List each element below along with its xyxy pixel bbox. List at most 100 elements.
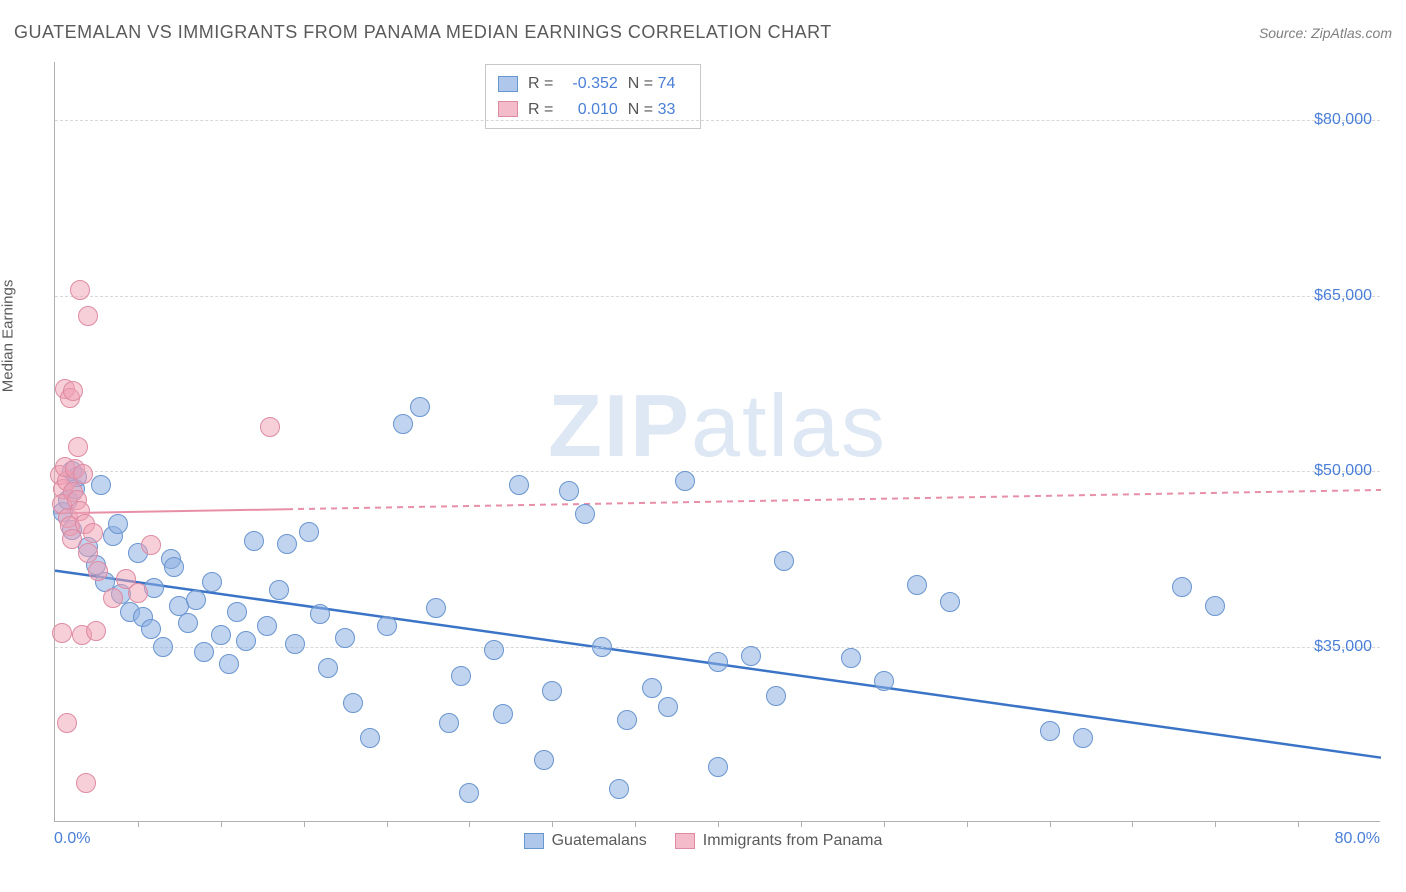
data-point-panama xyxy=(128,583,148,603)
data-point-guatemalans xyxy=(410,397,430,417)
n-value-panama: 33 xyxy=(658,97,688,123)
data-point-guatemalans xyxy=(194,642,214,662)
swatch-pink-icon xyxy=(498,101,518,117)
x-tick xyxy=(801,821,802,827)
data-point-guatemalans xyxy=(575,504,595,524)
gridline xyxy=(55,647,1380,648)
data-point-guatemalans xyxy=(907,575,927,595)
data-point-guatemalans xyxy=(592,637,612,657)
y-axis-title: Median Earnings xyxy=(0,280,17,393)
data-point-guatemalans xyxy=(299,522,319,542)
x-tick xyxy=(967,821,968,827)
x-tick xyxy=(1215,821,1216,827)
data-point-guatemalans xyxy=(484,640,504,660)
data-point-guatemalans xyxy=(277,534,297,554)
data-point-guatemalans xyxy=(211,625,231,645)
data-point-panama xyxy=(141,535,161,555)
data-point-guatemalans xyxy=(542,681,562,701)
stats-row-guatemalans: R = -0.352 N = 74 xyxy=(498,71,688,97)
data-point-guatemalans xyxy=(534,750,554,770)
data-point-guatemalans xyxy=(493,704,513,724)
data-point-guatemalans xyxy=(708,757,728,777)
swatch-pink-icon xyxy=(675,833,695,849)
stats-row-panama: R = 0.010 N = 33 xyxy=(498,97,688,123)
legend-item-guatemalans: Guatemalans xyxy=(524,832,647,850)
data-point-guatemalans xyxy=(874,671,894,691)
data-point-guatemalans xyxy=(360,728,380,748)
swatch-blue-icon xyxy=(498,76,518,92)
x-tick xyxy=(1298,821,1299,827)
data-point-panama xyxy=(86,621,106,641)
source-attribution: Source: ZipAtlas.com xyxy=(1259,25,1392,41)
data-point-panama xyxy=(57,713,77,733)
data-point-panama xyxy=(260,417,280,437)
data-point-guatemalans xyxy=(741,646,761,666)
data-point-guatemalans xyxy=(91,475,111,495)
data-point-guatemalans xyxy=(559,481,579,501)
data-point-guatemalans xyxy=(1205,596,1225,616)
data-point-guatemalans xyxy=(940,592,960,612)
data-point-guatemalans xyxy=(377,616,397,636)
data-point-guatemalans xyxy=(343,693,363,713)
x-tick xyxy=(718,821,719,827)
data-point-guatemalans xyxy=(841,648,861,668)
data-point-guatemalans xyxy=(617,710,637,730)
n-label: N = xyxy=(628,75,653,92)
x-tick xyxy=(635,821,636,827)
data-point-panama xyxy=(52,623,72,643)
r-value-panama: 0.010 xyxy=(558,97,618,123)
data-point-guatemalans xyxy=(609,779,629,799)
data-point-panama xyxy=(88,561,108,581)
scatter-plot-area: ZIPatlas R = -0.352 N = 74 R = 0.010 N =… xyxy=(54,62,1380,822)
y-tick-label: $65,000 xyxy=(1314,287,1372,305)
x-tick xyxy=(884,821,885,827)
n-label: N = xyxy=(628,101,653,118)
data-point-panama xyxy=(78,306,98,326)
data-point-guatemalans xyxy=(642,678,662,698)
data-point-guatemalans xyxy=(244,531,264,551)
data-point-guatemalans xyxy=(439,713,459,733)
data-point-panama xyxy=(70,280,90,300)
x-tick xyxy=(138,821,139,827)
data-point-guatemalans xyxy=(426,598,446,618)
data-point-panama xyxy=(68,437,88,457)
legend-label-guatemalans: Guatemalans xyxy=(552,832,647,850)
gridline xyxy=(55,296,1380,297)
chart-title: GUATEMALAN VS IMMIGRANTS FROM PANAMA MED… xyxy=(14,22,832,43)
data-point-guatemalans xyxy=(658,697,678,717)
x-tick xyxy=(469,821,470,827)
stats-legend: R = -0.352 N = 74 R = 0.010 N = 33 xyxy=(485,64,701,129)
x-tick xyxy=(1050,821,1051,827)
data-point-guatemalans xyxy=(459,783,479,803)
x-tick xyxy=(304,821,305,827)
data-point-guatemalans xyxy=(108,514,128,534)
x-tick xyxy=(387,821,388,827)
bottom-legend: Guatemalans Immigrants from Panama xyxy=(0,832,1406,850)
data-point-guatemalans xyxy=(675,471,695,491)
data-point-guatemalans xyxy=(202,572,222,592)
data-point-guatemalans xyxy=(1040,721,1060,741)
data-point-guatemalans xyxy=(393,414,413,434)
data-point-guatemalans xyxy=(219,654,239,674)
gridline xyxy=(55,120,1380,121)
data-point-guatemalans xyxy=(774,551,794,571)
data-point-panama xyxy=(73,464,93,484)
data-point-panama xyxy=(76,773,96,793)
data-point-panama xyxy=(103,588,123,608)
data-point-guatemalans xyxy=(153,637,173,657)
data-point-guatemalans xyxy=(141,619,161,639)
data-point-guatemalans xyxy=(236,631,256,651)
trend-lines-svg xyxy=(55,62,1380,821)
gridline xyxy=(55,471,1380,472)
data-point-guatemalans xyxy=(766,686,786,706)
data-point-guatemalans xyxy=(509,475,529,495)
y-tick-label: $80,000 xyxy=(1314,111,1372,129)
x-tick xyxy=(1132,821,1133,827)
data-point-guatemalans xyxy=(285,634,305,654)
y-tick-label: $50,000 xyxy=(1314,462,1372,480)
r-label: R = xyxy=(528,75,553,92)
r-value-guatemalans: -0.352 xyxy=(558,71,618,97)
y-tick-label: $35,000 xyxy=(1314,638,1372,656)
swatch-blue-icon xyxy=(524,833,544,849)
x-tick xyxy=(552,821,553,827)
